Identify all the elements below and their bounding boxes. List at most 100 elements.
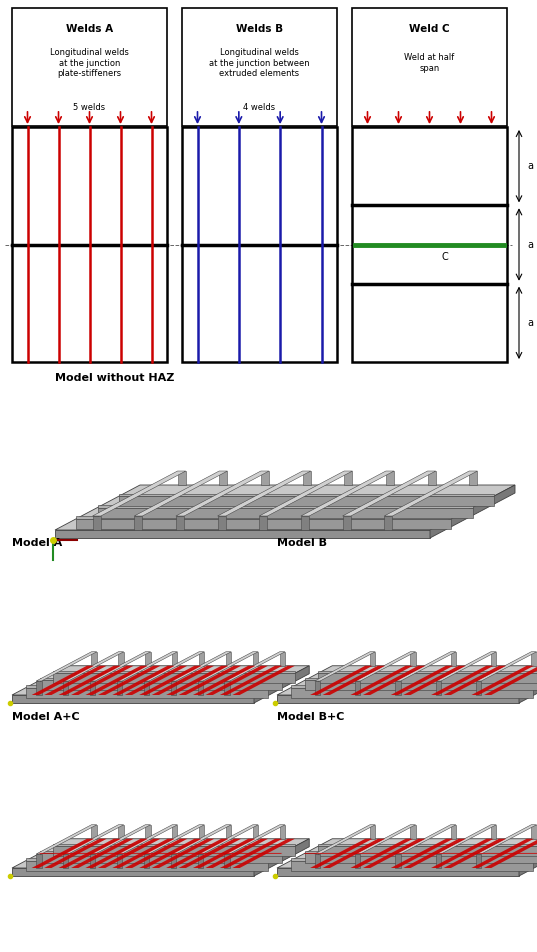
Polygon shape bbox=[172, 652, 177, 665]
Polygon shape bbox=[144, 681, 149, 695]
Polygon shape bbox=[152, 665, 214, 695]
Text: a: a bbox=[527, 318, 533, 327]
Polygon shape bbox=[318, 673, 537, 684]
Bar bbox=[352, 127, 507, 362]
Polygon shape bbox=[91, 824, 97, 839]
Text: a: a bbox=[527, 161, 533, 171]
Polygon shape bbox=[193, 839, 256, 868]
Polygon shape bbox=[254, 839, 309, 876]
Polygon shape bbox=[430, 485, 515, 538]
Polygon shape bbox=[355, 824, 416, 854]
Polygon shape bbox=[119, 496, 494, 506]
Polygon shape bbox=[451, 824, 456, 839]
Polygon shape bbox=[302, 471, 311, 485]
Polygon shape bbox=[395, 824, 456, 854]
Polygon shape bbox=[118, 824, 124, 839]
Polygon shape bbox=[71, 839, 134, 868]
Polygon shape bbox=[370, 652, 375, 665]
Polygon shape bbox=[469, 471, 477, 485]
Polygon shape bbox=[431, 839, 494, 868]
Polygon shape bbox=[355, 854, 360, 868]
Text: Model B: Model B bbox=[277, 538, 327, 548]
Polygon shape bbox=[444, 665, 506, 695]
Polygon shape bbox=[76, 516, 451, 519]
Polygon shape bbox=[12, 695, 254, 703]
Polygon shape bbox=[176, 516, 184, 530]
Polygon shape bbox=[277, 665, 537, 695]
Polygon shape bbox=[224, 824, 285, 854]
Polygon shape bbox=[310, 839, 373, 868]
Polygon shape bbox=[304, 681, 537, 690]
Polygon shape bbox=[91, 652, 97, 665]
Polygon shape bbox=[125, 839, 187, 868]
Polygon shape bbox=[436, 652, 496, 681]
Polygon shape bbox=[85, 665, 148, 695]
Polygon shape bbox=[363, 839, 425, 868]
Polygon shape bbox=[76, 519, 451, 528]
Text: Welds B: Welds B bbox=[236, 24, 283, 34]
Polygon shape bbox=[112, 839, 175, 868]
Polygon shape bbox=[304, 851, 537, 853]
Polygon shape bbox=[351, 839, 413, 868]
Polygon shape bbox=[476, 681, 481, 695]
Polygon shape bbox=[395, 854, 401, 868]
Polygon shape bbox=[444, 839, 506, 868]
Text: Model B+C: Model B+C bbox=[277, 712, 344, 722]
Polygon shape bbox=[90, 854, 96, 868]
Polygon shape bbox=[36, 854, 41, 868]
Polygon shape bbox=[198, 824, 258, 854]
Polygon shape bbox=[90, 824, 150, 854]
Polygon shape bbox=[277, 868, 519, 876]
Bar bbox=[182, 8, 337, 126]
Polygon shape bbox=[206, 665, 268, 695]
Text: Model A+C: Model A+C bbox=[12, 712, 79, 722]
Bar bbox=[12, 8, 167, 126]
Text: Model A: Model A bbox=[12, 538, 62, 548]
Text: a: a bbox=[527, 240, 533, 249]
Polygon shape bbox=[403, 839, 466, 868]
Polygon shape bbox=[224, 681, 230, 695]
Polygon shape bbox=[315, 652, 375, 681]
Polygon shape bbox=[280, 652, 285, 665]
Polygon shape bbox=[198, 652, 258, 681]
Polygon shape bbox=[179, 665, 241, 695]
Polygon shape bbox=[144, 652, 205, 681]
Polygon shape bbox=[471, 839, 534, 868]
Polygon shape bbox=[217, 471, 311, 516]
Polygon shape bbox=[226, 652, 231, 665]
Polygon shape bbox=[40, 853, 281, 863]
Polygon shape bbox=[217, 516, 226, 530]
Polygon shape bbox=[71, 665, 134, 695]
Polygon shape bbox=[310, 665, 373, 695]
Polygon shape bbox=[134, 516, 142, 530]
Polygon shape bbox=[301, 471, 394, 516]
Polygon shape bbox=[32, 839, 94, 868]
Polygon shape bbox=[291, 861, 533, 871]
Polygon shape bbox=[491, 824, 496, 839]
Polygon shape bbox=[224, 854, 230, 868]
Polygon shape bbox=[171, 854, 176, 868]
Polygon shape bbox=[344, 471, 352, 485]
Polygon shape bbox=[224, 652, 285, 681]
Polygon shape bbox=[40, 681, 281, 690]
Polygon shape bbox=[36, 824, 97, 854]
Polygon shape bbox=[55, 530, 430, 538]
Polygon shape bbox=[172, 824, 177, 839]
Polygon shape bbox=[139, 665, 202, 695]
Polygon shape bbox=[318, 846, 537, 856]
Polygon shape bbox=[12, 839, 309, 868]
Polygon shape bbox=[476, 652, 536, 681]
Polygon shape bbox=[519, 839, 537, 876]
Polygon shape bbox=[112, 665, 175, 695]
Polygon shape bbox=[206, 839, 268, 868]
Polygon shape bbox=[40, 678, 281, 681]
Polygon shape bbox=[403, 665, 466, 695]
Polygon shape bbox=[277, 695, 519, 703]
Polygon shape bbox=[355, 681, 360, 695]
Polygon shape bbox=[199, 652, 205, 665]
Polygon shape bbox=[171, 824, 231, 854]
Polygon shape bbox=[171, 681, 176, 695]
Polygon shape bbox=[36, 681, 41, 695]
Polygon shape bbox=[323, 665, 385, 695]
Text: Welds A: Welds A bbox=[66, 24, 113, 34]
